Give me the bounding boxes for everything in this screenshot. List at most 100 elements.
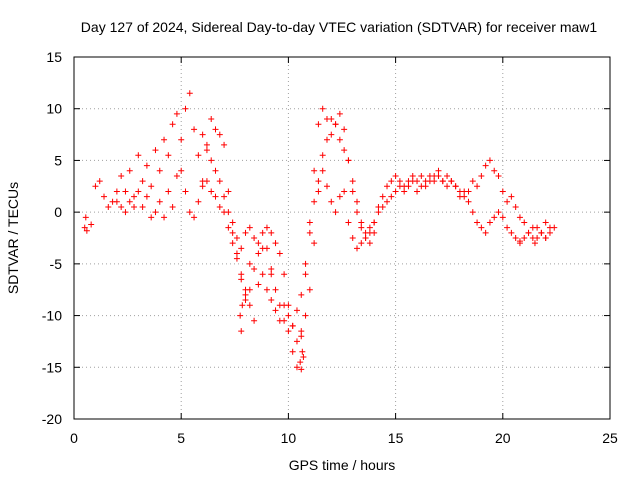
data-point bbox=[499, 214, 506, 221]
data-point bbox=[276, 317, 283, 324]
data-point bbox=[495, 209, 502, 216]
y-tick-label: -15 bbox=[42, 359, 62, 375]
data-point bbox=[255, 281, 262, 288]
data-point bbox=[225, 188, 232, 195]
data-point bbox=[362, 229, 369, 236]
data-point bbox=[534, 235, 541, 241]
data-point bbox=[182, 105, 189, 112]
data-point bbox=[143, 162, 150, 169]
axis-ticks bbox=[73, 56, 611, 420]
data-point bbox=[319, 105, 326, 112]
data-point bbox=[212, 193, 219, 200]
data-point bbox=[482, 162, 489, 169]
data-point bbox=[81, 224, 88, 231]
data-point bbox=[156, 198, 163, 205]
data-point bbox=[285, 302, 292, 309]
data-point bbox=[156, 167, 163, 174]
data-point bbox=[161, 136, 168, 143]
data-point bbox=[384, 183, 391, 190]
data-point bbox=[396, 178, 403, 185]
data-point bbox=[203, 178, 210, 185]
x-tick-label: 5 bbox=[177, 430, 185, 446]
x-tick-label: 25 bbox=[602, 430, 618, 446]
data-point bbox=[173, 172, 180, 179]
data-point bbox=[221, 141, 228, 148]
data-point bbox=[229, 229, 236, 236]
data-point bbox=[293, 338, 300, 345]
data-point bbox=[474, 219, 481, 226]
data-point bbox=[212, 167, 219, 174]
data-point bbox=[238, 276, 245, 283]
data-point bbox=[512, 203, 519, 210]
x-tick-labels: 0 5 10 15 20 25 bbox=[70, 430, 618, 446]
data-point bbox=[486, 157, 493, 164]
data-point bbox=[375, 209, 382, 216]
data-point bbox=[362, 235, 369, 241]
data-point bbox=[298, 366, 305, 373]
y-tick-label: 15 bbox=[46, 49, 62, 65]
data-point bbox=[341, 126, 348, 133]
data-point bbox=[366, 240, 373, 247]
data-point bbox=[311, 167, 318, 174]
data-point bbox=[358, 219, 365, 226]
data-point bbox=[315, 178, 322, 185]
x-tick-label: 20 bbox=[495, 430, 511, 446]
data-point bbox=[216, 203, 223, 210]
gridlines bbox=[74, 57, 610, 419]
data-point bbox=[345, 157, 352, 164]
data-point bbox=[529, 224, 536, 231]
data-point bbox=[311, 198, 318, 205]
data-point bbox=[199, 131, 206, 138]
data-point bbox=[229, 219, 236, 226]
plot-frame bbox=[73, 56, 611, 420]
data-point bbox=[508, 229, 515, 236]
data-point bbox=[516, 214, 523, 221]
data-point bbox=[336, 193, 343, 200]
data-point bbox=[237, 312, 244, 319]
data-point bbox=[285, 312, 292, 319]
data-point bbox=[199, 183, 206, 190]
data-point bbox=[409, 172, 416, 179]
data-point bbox=[221, 193, 228, 200]
data-point bbox=[216, 178, 223, 185]
data-point bbox=[315, 121, 322, 128]
data-point bbox=[233, 255, 240, 262]
data-point bbox=[173, 110, 180, 117]
data-point bbox=[208, 116, 215, 123]
data-point bbox=[336, 136, 343, 143]
data-point bbox=[143, 193, 150, 200]
data-point bbox=[341, 147, 348, 154]
data-point bbox=[246, 260, 253, 267]
data-point bbox=[113, 188, 120, 195]
data-point bbox=[435, 167, 442, 174]
data-point bbox=[161, 214, 168, 221]
data-point bbox=[542, 235, 549, 241]
data-point bbox=[306, 219, 313, 226]
data-point bbox=[281, 271, 288, 278]
data-point bbox=[239, 302, 246, 309]
data-point bbox=[341, 188, 348, 195]
x-tick-label: 0 bbox=[70, 430, 78, 446]
data-point bbox=[92, 183, 99, 190]
data-point bbox=[298, 291, 305, 298]
data-point bbox=[131, 203, 138, 210]
y-tick-label: -10 bbox=[42, 308, 62, 324]
data-point bbox=[448, 178, 455, 185]
data-point bbox=[521, 235, 528, 241]
data-point bbox=[229, 240, 236, 247]
data-point bbox=[276, 250, 283, 257]
y-axis-label: SDTVAR / TECUs bbox=[5, 182, 21, 294]
data-point bbox=[306, 286, 313, 293]
data-point bbox=[328, 131, 335, 138]
data-point bbox=[251, 317, 258, 324]
data-point bbox=[504, 224, 511, 231]
data-point bbox=[409, 178, 416, 185]
data-point bbox=[242, 297, 249, 304]
data-point bbox=[482, 229, 489, 236]
data-point bbox=[131, 193, 138, 200]
data-point bbox=[311, 240, 318, 247]
data-point bbox=[469, 178, 476, 185]
data-point bbox=[255, 250, 262, 257]
